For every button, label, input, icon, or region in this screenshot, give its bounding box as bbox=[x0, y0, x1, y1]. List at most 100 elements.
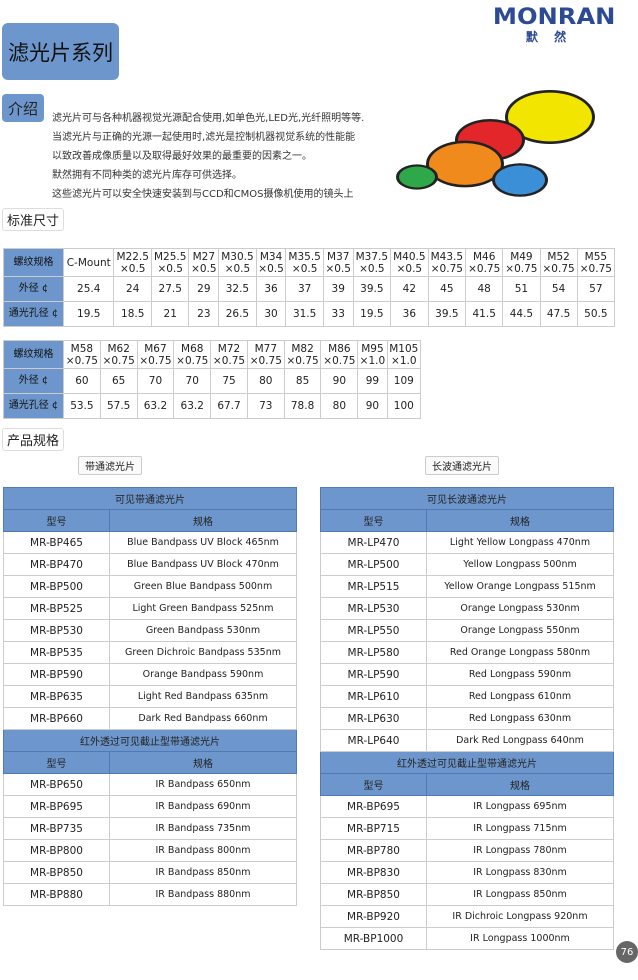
thread-cell: M58 ×0.75 bbox=[63, 340, 101, 369]
spec-cell: Red Longpass 630nm bbox=[426, 707, 614, 730]
table-row: MR-BP590 Orange Bandpass 590nm bbox=[3, 663, 297, 686]
thread-size: M105 bbox=[389, 342, 419, 355]
model-cell: MR-BP530 bbox=[3, 619, 110, 642]
col-header-spec: 规格 bbox=[426, 509, 614, 532]
table-row: MR-BP695 IR Longpass 695nm bbox=[320, 795, 614, 818]
thread-size: M55 bbox=[584, 250, 608, 263]
aperture-row: 通光孔径 ¢ 53.5 57.5 63.2 63.2 67.7 73 78.8 80 90 100 bbox=[3, 393, 422, 419]
spec-cell: Orange Bandpass 590nm bbox=[109, 663, 297, 686]
thread-size: M30.5 bbox=[221, 250, 254, 263]
row-label: 外径 ¢ bbox=[3, 276, 64, 302]
thread-cell: M105 ×1.0 bbox=[386, 340, 422, 369]
thread-cell: M35.5 ×0.5 bbox=[285, 248, 324, 277]
spec-cell: IR Dichroic Longpass 920nm bbox=[426, 905, 614, 928]
model-cell: MR-LP590 bbox=[320, 663, 427, 686]
size-table-1: 螺纹规格 C-Mount M22.5 ×0.5 M25.5 ×0.5 M27 ×0.5 M30.… bbox=[3, 248, 616, 327]
spec-cell: IR Bandpass 880nm bbox=[109, 883, 297, 906]
row-label: 通光孔径 ¢ bbox=[3, 301, 64, 327]
table-row: MR-BP1000 IR Longpass 1000nm bbox=[320, 927, 614, 950]
col-header-model: 型号 bbox=[320, 509, 427, 532]
model-cell: MR-LP610 bbox=[320, 685, 427, 708]
standard-size-label: 标准尺寸 bbox=[2, 208, 65, 231]
spec-cell: Yellow Longpass 500nm bbox=[426, 553, 614, 576]
model-cell: MR-BP500 bbox=[3, 575, 110, 598]
table-row: MR-LP470 Light Yellow Longpass 470nm bbox=[320, 531, 614, 554]
table-row: MR-BP920 IR Dichroic Longpass 920nm bbox=[320, 905, 614, 928]
model-cell: MR-BP590 bbox=[3, 663, 110, 686]
thread-cell: M37.5 ×0.5 bbox=[352, 248, 392, 277]
spec-cell: IR Bandpass 735nm bbox=[109, 817, 297, 840]
spec-cell: IR Bandpass 650nm bbox=[109, 773, 297, 796]
table-row: MR-BP850 IR Longpass 850nm bbox=[320, 883, 614, 906]
outer-cell: 85 bbox=[283, 368, 322, 394]
thread-pitch: ×0.5 bbox=[191, 262, 217, 275]
aperture-cell: 90 bbox=[357, 393, 388, 419]
outer-cell: 32.5 bbox=[218, 276, 257, 302]
outer-row: 外径 ¢ 25.4 24 27.5 29 32.5 36 37 39 39.5 42 45 48 51 54… bbox=[3, 276, 616, 302]
model-cell: MR-BP735 bbox=[3, 817, 110, 840]
outer-cell: 70 bbox=[136, 368, 175, 394]
table-row: MR-BP880 IR Bandpass 880nm bbox=[3, 883, 297, 906]
thread-size: M35.5 bbox=[288, 250, 321, 263]
model-cell: MR-BP715 bbox=[320, 817, 427, 840]
thread-size: M37 bbox=[327, 250, 350, 263]
table-row: MR-LP550 Orange Longpass 550nm bbox=[320, 619, 614, 642]
thread-pitch: ×1.0 bbox=[391, 354, 417, 367]
spec-cell: IR Bandpass 690nm bbox=[109, 795, 297, 818]
thread-cell: M77 ×0.75 bbox=[246, 340, 285, 369]
table-section-title: 红外透过可见截止型带通滤光片 bbox=[320, 751, 614, 774]
thread-pitch: ×0.75 bbox=[65, 354, 98, 367]
thread-pitch: ×0.75 bbox=[139, 354, 172, 367]
table-row: MR-LP580 Red Orange Longpass 580nm bbox=[320, 641, 614, 664]
thread-size: M72 bbox=[217, 342, 241, 355]
thread-size: M25.5 bbox=[154, 250, 187, 263]
thread-pitch: ×0.5 bbox=[258, 262, 284, 275]
thread-cell: M52 ×0.75 bbox=[539, 248, 578, 277]
model-cell: MR-BP830 bbox=[320, 861, 427, 884]
filters-photo bbox=[396, 90, 595, 197]
spec-cell: Red Longpass 610nm bbox=[426, 685, 614, 708]
model-cell: MR-BP660 bbox=[3, 707, 110, 730]
thread-pitch: ×0.75 bbox=[212, 354, 246, 367]
thread-pitch: ×0.75 bbox=[542, 262, 575, 275]
thread-size: M27 bbox=[192, 250, 216, 263]
table-row: MR-BP800 IR Bandpass 800nm bbox=[3, 839, 297, 862]
table-row: MR-LP500 Yellow Longpass 500nm bbox=[320, 553, 614, 576]
aperture-cell: 39.5 bbox=[427, 301, 467, 327]
table-row: MR-BP650 IR Bandpass 650nm bbox=[3, 773, 297, 796]
spec-cell: IR Longpass 695nm bbox=[426, 795, 614, 818]
aperture-cell: 30 bbox=[255, 301, 287, 327]
aperture-cell: 33 bbox=[322, 301, 354, 327]
thread-size: M82 bbox=[291, 342, 314, 355]
thread-size: M95 bbox=[361, 342, 384, 355]
model-cell: MR-LP550 bbox=[320, 619, 427, 642]
size-table-2: 螺纹规格 M58 ×0.75 M62 ×0.75 M67 ×0.75 M68 ×0.75 M72 ×… bbox=[3, 340, 422, 419]
spec-cell: Green Bandpass 530nm bbox=[109, 619, 297, 642]
model-cell: MR-LP470 bbox=[320, 531, 427, 554]
row-label: 螺纹规格 bbox=[3, 248, 64, 277]
thread-pitch: ×0.5 bbox=[157, 262, 183, 275]
intro-line: 滤光片可与各种机器视觉光源配合使用,如单色光,LED光,光纤照明等等. bbox=[52, 113, 365, 124]
spec-cell: Green Blue Bandpass 500nm bbox=[109, 575, 297, 598]
spec-cell: Dark Red Longpass 640nm bbox=[426, 729, 614, 752]
thread-pitch: ×0.75 bbox=[323, 354, 356, 367]
brand-logo: MONRAN 默 然 bbox=[493, 6, 616, 45]
thread-pitch: ×0.75 bbox=[430, 262, 463, 275]
spec-cell: Red Orange Longpass 580nm bbox=[426, 641, 614, 664]
spec-cell: IR Bandpass 800nm bbox=[109, 839, 297, 862]
model-cell: MR-LP530 bbox=[320, 597, 427, 620]
filter-glass bbox=[429, 143, 501, 185]
outer-cell: 37 bbox=[285, 276, 324, 302]
thread-pitch: ×0.5 bbox=[359, 262, 385, 275]
page-number: 76 bbox=[616, 941, 638, 963]
table-section-title: 红外透过可见截止型带通滤光片 bbox=[3, 729, 297, 752]
thread-size: C-Mount bbox=[66, 256, 111, 269]
bandpass-table: 可见带通滤光片 型号 规格 MR-BP465 Blue Bandpass UV Bloc… bbox=[3, 487, 297, 906]
thread-cell: M55 ×0.75 bbox=[576, 248, 616, 277]
outer-cell: 48 bbox=[465, 276, 504, 302]
thread-cell: M27 ×0.5 bbox=[188, 248, 220, 277]
model-cell: MR-BP800 bbox=[3, 839, 110, 862]
logo-text-en: MONRAN bbox=[492, 5, 616, 30]
thread-pitch: ×0.5 bbox=[291, 262, 318, 275]
aperture-cell: 31.5 bbox=[285, 301, 324, 327]
